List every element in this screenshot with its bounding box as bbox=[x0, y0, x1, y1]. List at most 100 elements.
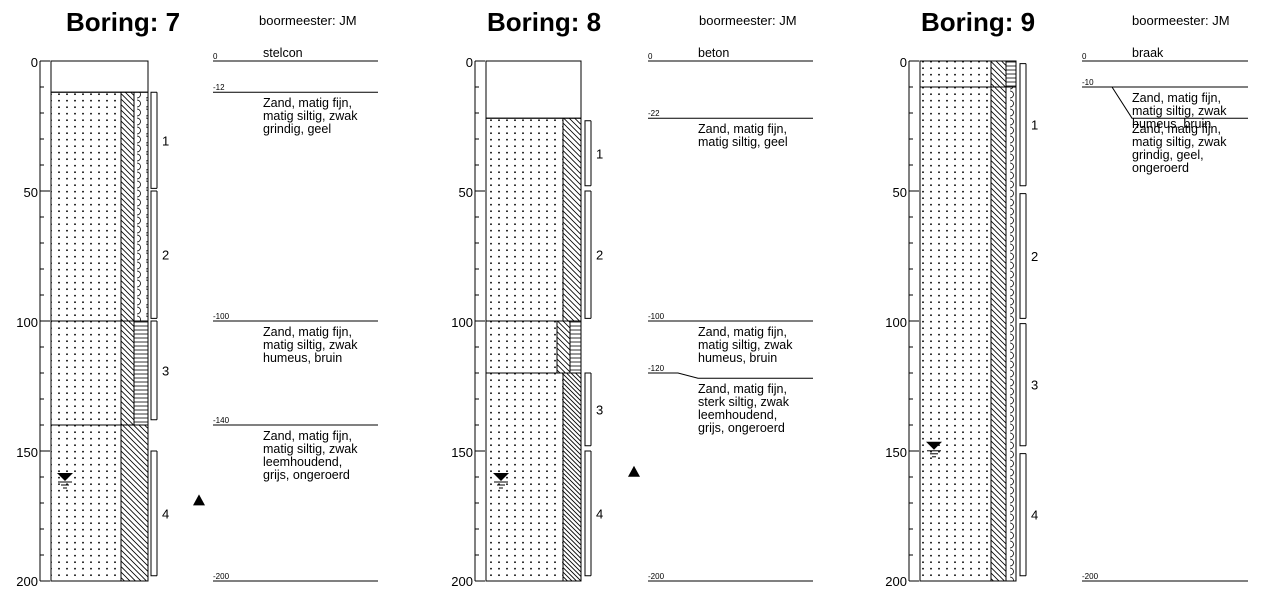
description-1: -22 Zand, matig fijn,matig siltig, geel bbox=[648, 109, 813, 149]
description-line: grindig, geel bbox=[263, 122, 331, 136]
boring-9-tick-100: 100 bbox=[885, 315, 907, 330]
description-line: matig siltig, zwak bbox=[263, 442, 358, 456]
boring-7-tick-100: 100 bbox=[16, 315, 38, 330]
boring-7-tick-0: 0 bbox=[31, 55, 38, 70]
sample-label: 1 bbox=[1031, 118, 1038, 133]
description-line: matig siltig, zwak bbox=[1132, 104, 1227, 118]
sample-label: 4 bbox=[1031, 508, 1038, 523]
humus-fill bbox=[570, 321, 581, 373]
description-line: ongeroerd bbox=[1132, 161, 1189, 175]
sample-label: 3 bbox=[596, 402, 603, 417]
fill-layer-rect bbox=[485, 60, 582, 119]
sample-bracket bbox=[150, 91, 158, 189]
description-line: Zand, matig fijn, bbox=[263, 429, 352, 443]
humus-fill bbox=[134, 321, 148, 425]
description-line: stelcon bbox=[263, 46, 303, 60]
sample-bracket bbox=[1019, 323, 1027, 447]
boring-7: Boring: 7 boormeester: JM 0 50 100 150 2… bbox=[16, 7, 356, 589]
sample-bracket bbox=[1019, 193, 1027, 319]
description-4: -200 bbox=[648, 572, 813, 582]
sand-fill bbox=[51, 425, 121, 581]
humus-fill bbox=[1006, 61, 1016, 87]
sample-label: 4 bbox=[596, 506, 603, 521]
boring-8-tick-50: 50 bbox=[459, 185, 473, 200]
description-line: Zand, matig fijn, bbox=[263, 325, 352, 339]
soil-layer bbox=[50, 60, 149, 93]
marker-triangle-icon bbox=[628, 465, 640, 477]
silt-hatch bbox=[991, 61, 1006, 87]
boring-8-tick-150: 150 bbox=[451, 445, 473, 460]
soil-layer bbox=[485, 60, 582, 119]
description-depth-label: -200 bbox=[1082, 572, 1099, 581]
boring-9-tick-0: 0 bbox=[900, 55, 907, 70]
water-level-icon bbox=[926, 441, 942, 458]
description-line: humeus, bruin bbox=[263, 351, 342, 365]
description-2: Zand, matig fijn,matig siltig, zwakgrind… bbox=[1082, 86, 1248, 175]
description-line: grijs, ongeroerd bbox=[263, 468, 350, 482]
description-0: 0 stelcon bbox=[213, 46, 378, 62]
description-depth-label: -140 bbox=[213, 416, 230, 425]
water-level-icon bbox=[493, 473, 509, 489]
description-line: matig siltig, zwak bbox=[263, 109, 358, 123]
description-depth-label: 0 bbox=[648, 52, 653, 61]
soil-layer bbox=[919, 86, 1017, 582]
layer-outline bbox=[919, 86, 1017, 582]
sample-3: 3 bbox=[150, 320, 169, 421]
sand-fill bbox=[486, 321, 557, 373]
boring-8-tick-200: 200 bbox=[451, 574, 473, 589]
boring-8-title: Boring: 8 bbox=[487, 7, 601, 37]
description-line: matig siltig, zwak bbox=[698, 338, 793, 352]
sample-bracket bbox=[150, 190, 158, 319]
boring-7-tick-50: 50 bbox=[24, 185, 38, 200]
sample-1: 1 bbox=[150, 91, 169, 189]
description-line: leemhoudend, bbox=[263, 455, 342, 469]
layer-outline bbox=[485, 372, 582, 582]
water-triangle bbox=[493, 473, 509, 481]
boring-7-tick-200: 200 bbox=[16, 574, 38, 589]
description-boundary bbox=[1082, 86, 1248, 119]
boring-9-driller: boormeester: JM bbox=[1132, 13, 1230, 28]
sample-bracket bbox=[150, 450, 158, 577]
sample-label: 4 bbox=[162, 506, 169, 521]
description-line: beton bbox=[698, 46, 729, 60]
silt-hatch bbox=[121, 321, 134, 425]
description-depth-label: 0 bbox=[213, 52, 218, 61]
sample-bracket bbox=[584, 372, 592, 447]
gravel-fill bbox=[1006, 87, 1016, 581]
silt-hatch bbox=[121, 425, 148, 581]
boring-9-tick-50: 50 bbox=[893, 185, 907, 200]
sample-label: 3 bbox=[162, 363, 169, 378]
description-line: sterk siltig, zwak bbox=[698, 395, 790, 409]
sample-3: 3 bbox=[584, 372, 603, 447]
description-2: -100 Zand, matig fijn,matig siltig, zwakh… bbox=[213, 312, 378, 365]
sample-2: 2 bbox=[584, 190, 603, 319]
boring-7-driller: boormeester: JM bbox=[259, 13, 357, 28]
layer-outline bbox=[50, 424, 149, 582]
boring-8-tick-0: 0 bbox=[466, 55, 473, 70]
soil-layer bbox=[485, 320, 582, 374]
soil-layer bbox=[50, 91, 149, 322]
sample-bracket bbox=[584, 450, 592, 577]
description-3: -200 bbox=[1082, 572, 1248, 582]
description-line: Zand, matig fijn, bbox=[1132, 122, 1221, 136]
description-depth-label: -12 bbox=[213, 83, 225, 92]
description-4: -200 bbox=[213, 572, 378, 582]
sand-fill bbox=[51, 92, 121, 321]
sample-bracket bbox=[584, 120, 592, 187]
marker-triangle-icon bbox=[193, 494, 205, 506]
fill-layer-rect bbox=[50, 60, 149, 93]
description-depth-label: -22 bbox=[648, 109, 660, 118]
description-line: matig siltig, zwak bbox=[263, 338, 358, 352]
description-line: Zand, matig fijn, bbox=[698, 122, 787, 136]
silt-hatch bbox=[563, 118, 581, 321]
soil-layer bbox=[485, 117, 582, 322]
description-1: -12 Zand, matig fijn,matig siltig, zwakgr… bbox=[213, 83, 378, 136]
water-triangle bbox=[926, 441, 942, 450]
silt-hatch bbox=[557, 321, 570, 373]
boring-8-tick-100: 100 bbox=[451, 315, 473, 330]
sample-2: 2 bbox=[1019, 193, 1038, 319]
